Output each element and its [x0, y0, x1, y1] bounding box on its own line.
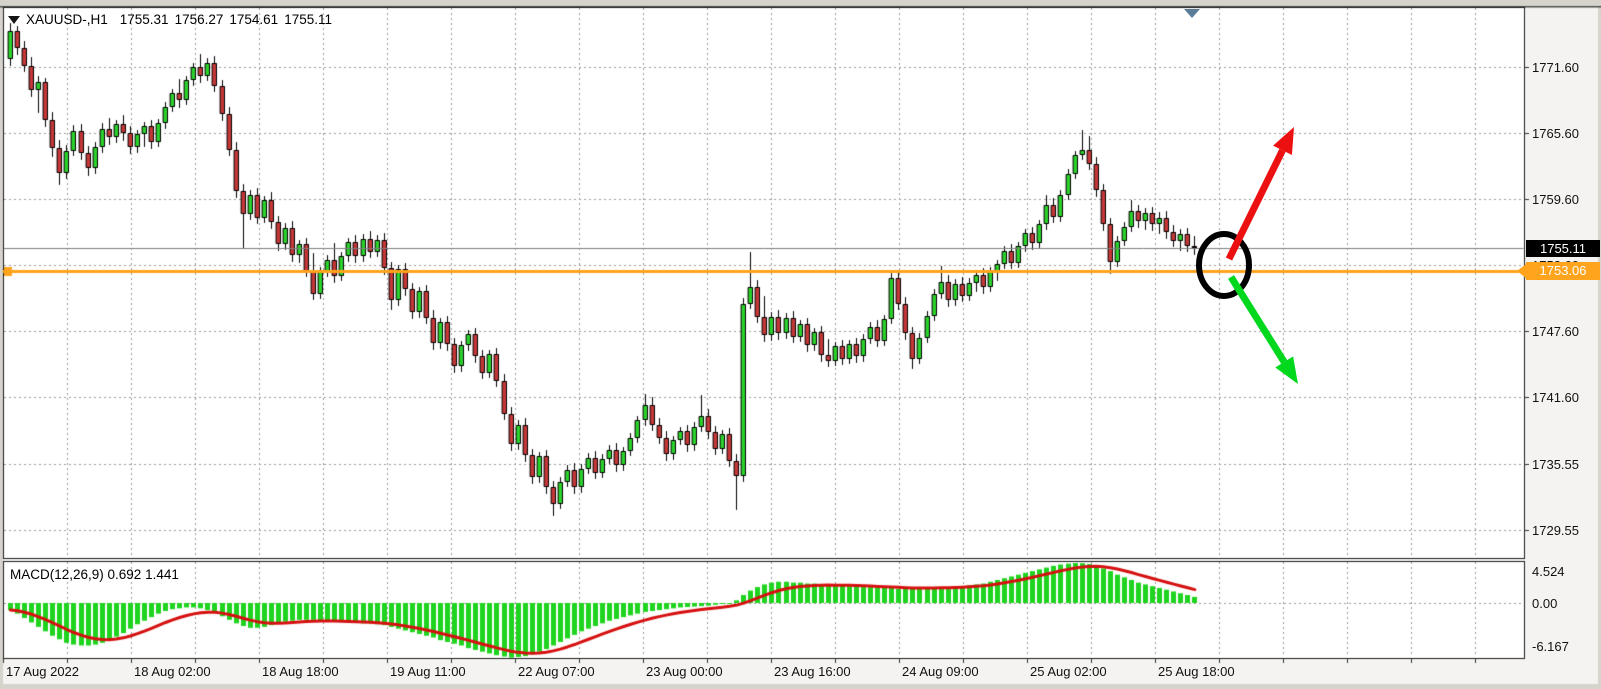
bar-open-value: 1755.31: [119, 12, 169, 27]
chart-header: XAUUSD-,H1 1755.31 1756.27 1754.61 1755.…: [8, 12, 332, 27]
chart-shift-marker-icon[interactable]: [1184, 9, 1200, 18]
highlight-circle-annotation[interactable]: [1196, 231, 1252, 299]
symbol-timeframe-label: XAUUSD-,H1: [26, 12, 108, 27]
time-axis-label: 18 Aug 18:00: [262, 664, 339, 679]
time-axis-label: 17 Aug 2022: [6, 664, 80, 679]
time-axis-label: 19 Aug 11:00: [390, 664, 466, 679]
macd-indicator-label: MACD(12,26,9) 0.692 1.441: [10, 567, 179, 582]
symbol-dropdown-icon: [8, 15, 20, 24]
time-axis-label: 23 Aug 16:00: [774, 664, 851, 679]
bullish-arrow-annotation[interactable]: [1225, 127, 1294, 261]
price-axis-label: 1741.60: [1532, 390, 1579, 405]
bearish-arrow-annotation[interactable]: [1228, 275, 1298, 384]
current-price-badge: 1755.11: [1526, 240, 1600, 257]
bar-high-value: 1756.27: [174, 12, 224, 27]
order-line-pointer-icon: [1517, 264, 1526, 278]
time-axis-label: 24 Aug 09:00: [902, 664, 979, 679]
price-axis-label: 1729.55: [1532, 523, 1579, 538]
time-axis[interactable]: 17 Aug 2022 18 Aug 02:00 18 Aug 18:00 19 Au…: [0, 659, 1601, 684]
price-axis-label: 1759.60: [1532, 192, 1579, 207]
price-axis-label: 1735.55: [1532, 457, 1579, 472]
price-axis[interactable]: 1771.601765.601759.601753.601747.601741.…: [1525, 0, 1601, 658]
bar-close-value: 1755.11: [284, 12, 333, 27]
time-axis-label: 25 Aug 18:00: [1158, 664, 1235, 679]
price-axis-label: 1747.60: [1532, 324, 1579, 339]
macd-axis-label: -6.167: [1532, 639, 1569, 654]
macd-axis-label: 4.524: [1532, 564, 1565, 579]
macd-axis-label: 0.00: [1532, 596, 1558, 611]
price-axis-label: 1765.60: [1532, 126, 1579, 141]
time-axis-label: 23 Aug 00:00: [646, 664, 723, 679]
time-axis-label: 25 Aug 02:00: [1030, 664, 1107, 679]
time-axis-label: 22 Aug 07:00: [518, 664, 595, 679]
price-axis-label: 1771.60: [1532, 60, 1579, 75]
order-line-price-badge: 1753.06: [1526, 262, 1600, 280]
time-axis-label: 18 Aug 02:00: [134, 664, 211, 679]
bar-low-value: 1754.61: [229, 12, 279, 27]
